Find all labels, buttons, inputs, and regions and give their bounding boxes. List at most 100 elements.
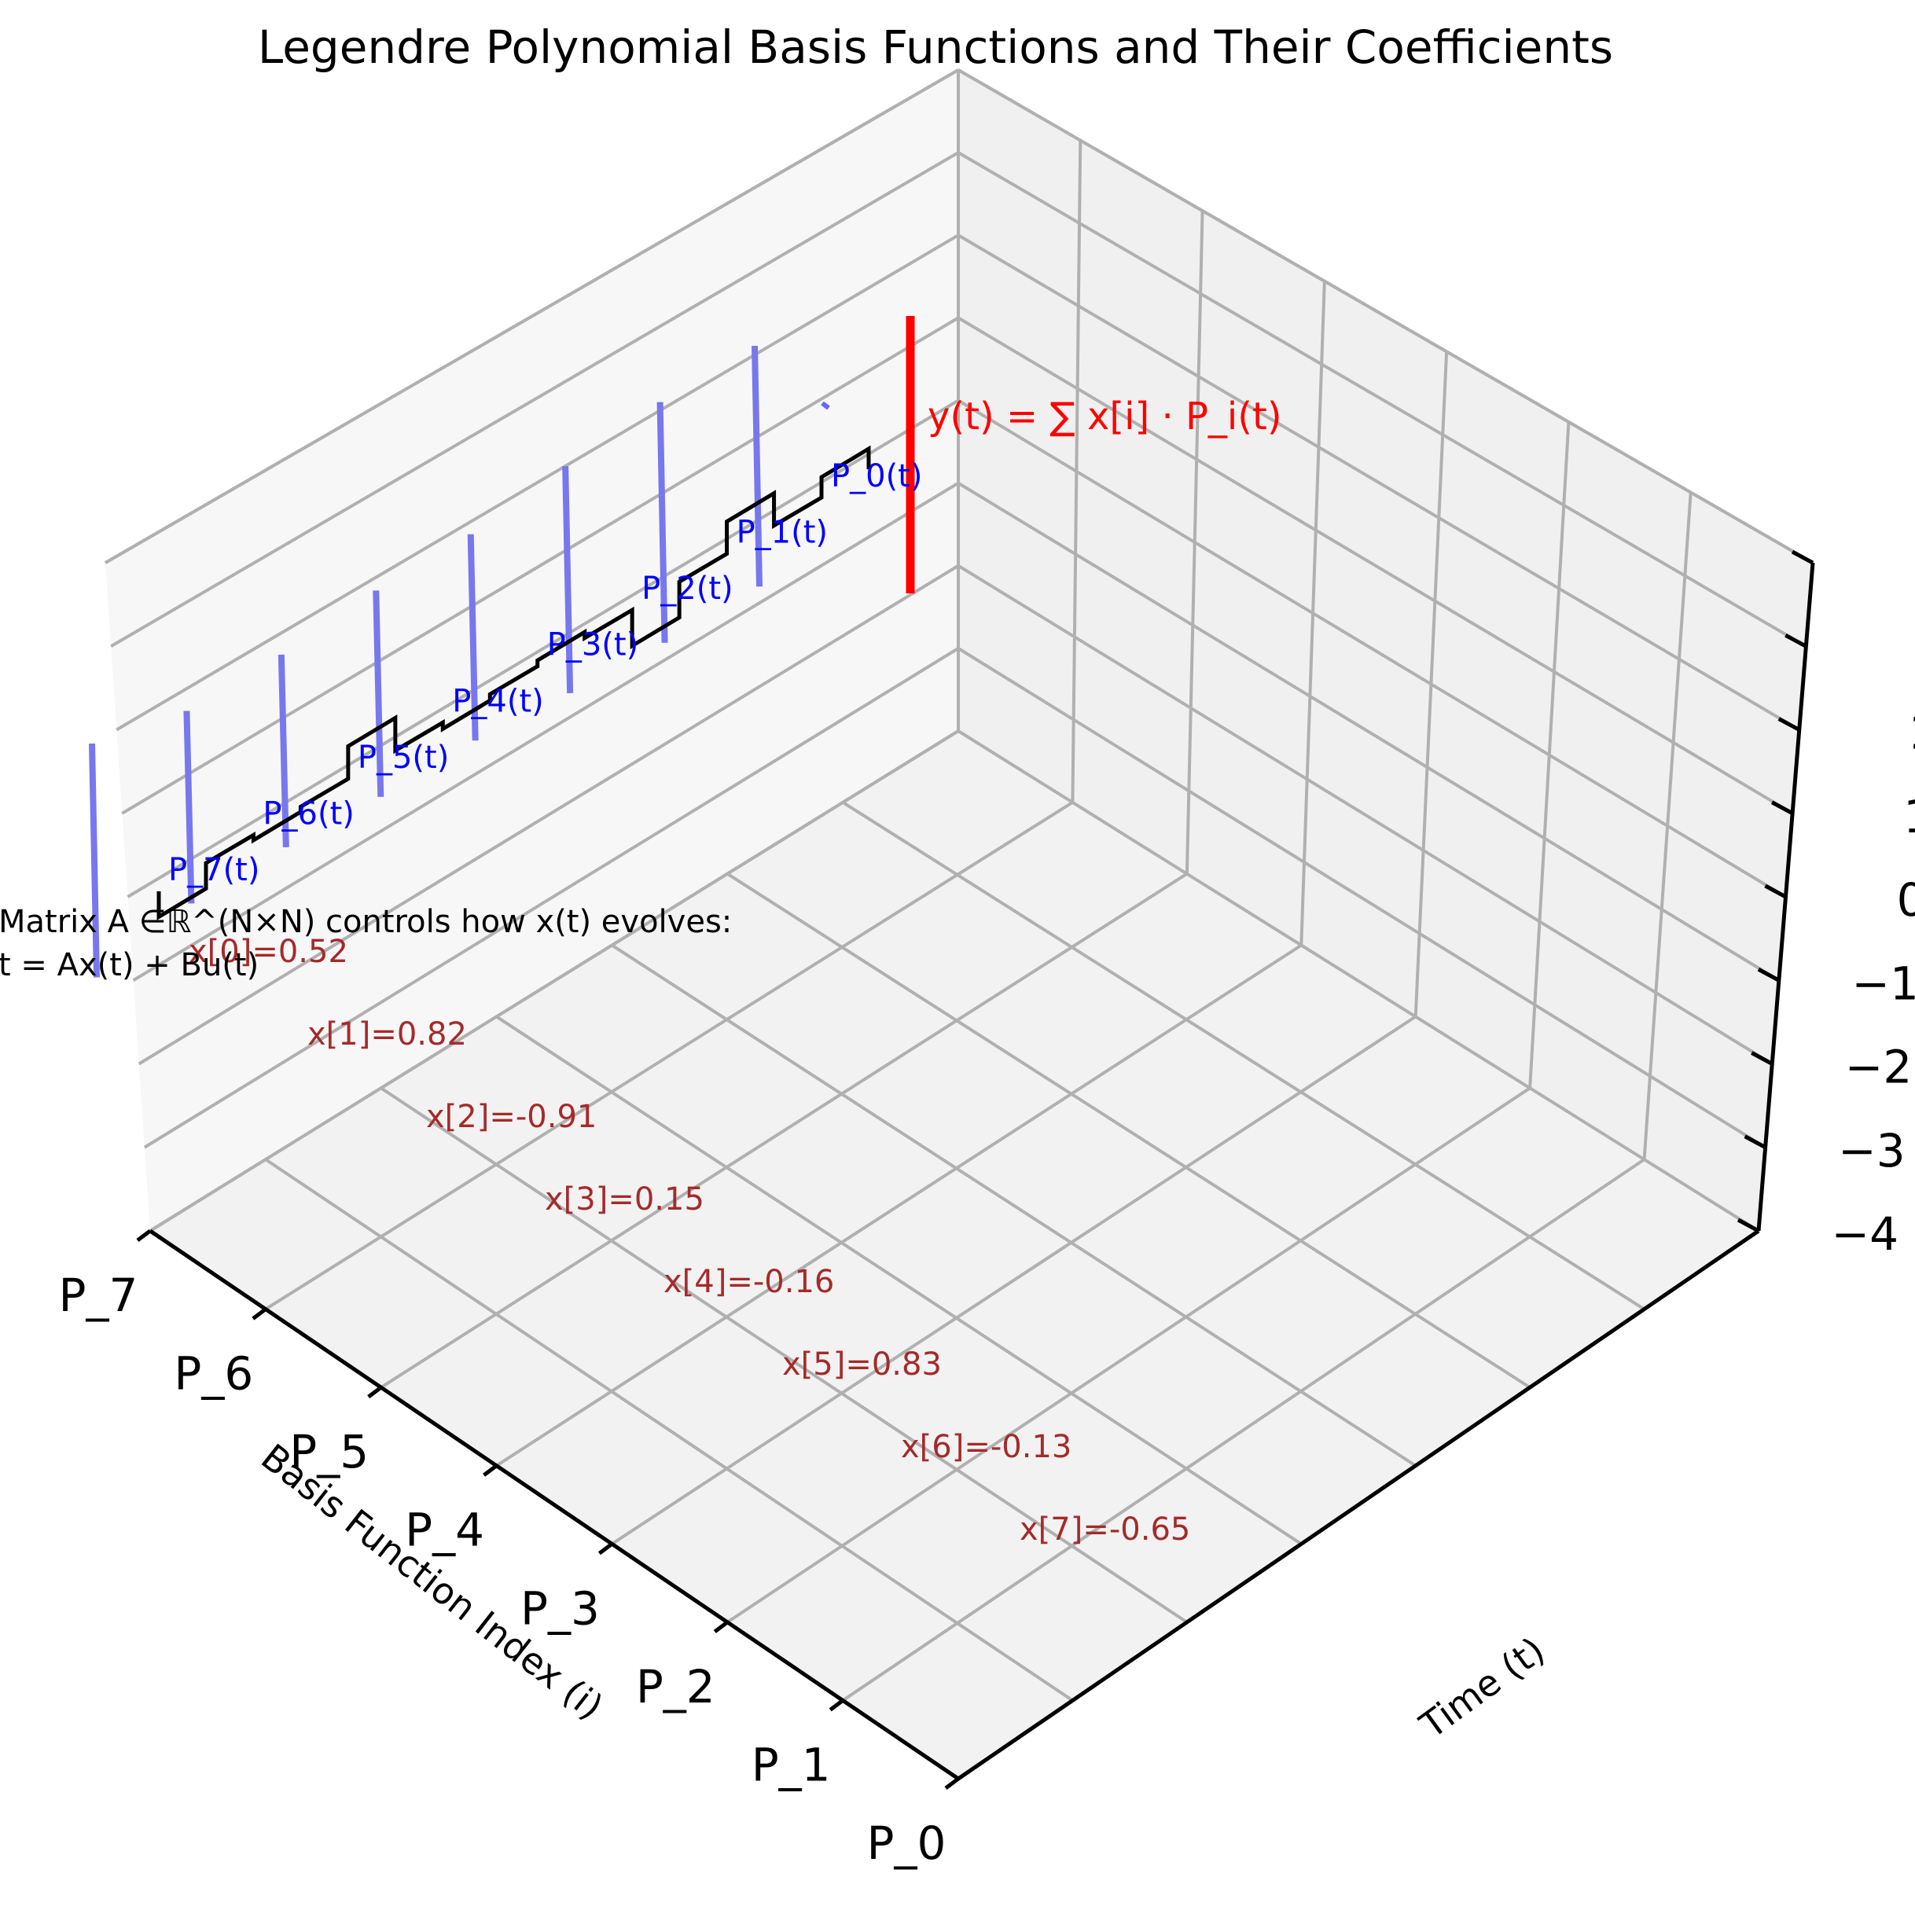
basis-label: P_2(t) [641,571,733,607]
basis-bar [89,743,100,978]
grid-line [957,316,1794,815]
x-tick-label: P_6 [174,1347,253,1401]
coefficient-label: x[3]=0.15 [545,1181,704,1218]
x-tick-mark [252,1307,267,1320]
z-tick-mark [1770,800,1794,815]
grid-line [957,729,1760,1232]
z-tick-label: 1 [1903,790,1915,843]
pane-edges [104,68,1814,731]
grid-line [957,233,1800,732]
grid-line [842,801,1645,1311]
x-tick-label: P_4 [405,1504,484,1557]
z-tick-mark [1785,634,1807,648]
grid-line [1642,492,1693,1160]
basis-bar [656,402,668,643]
x-tick-label: P_2 [636,1660,715,1713]
basis-bar [752,345,763,587]
coefficient-label: x[6]=-0.13 [901,1429,1071,1465]
grid-line [138,564,960,1066]
x-tick-label: P_0 [867,1816,946,1870]
coefficient-step-path [156,445,871,920]
basis-bar [562,466,574,693]
coefficient-label: x[0]=0.52 [189,934,348,970]
grid-line [957,399,1787,898]
grid-line [1299,281,1326,946]
z-tick-label: −2 [1845,1041,1913,1094]
grid-line [380,872,1188,1389]
grid-line [726,1086,1531,1624]
grid-line [611,1015,1417,1545]
z-tick-mark [1751,1051,1773,1066]
z-tick-mark [1791,549,1814,565]
basis-label: P_4(t) [452,683,543,719]
z-tick-label: −1 [1851,957,1915,1010]
x-tick-label: P_5 [289,1425,369,1478]
x-tick-mark [944,1777,960,1790]
z-tick-mark [1777,717,1800,732]
grid-line [132,481,960,982]
grid-line [1528,421,1571,1089]
y-axis-line [957,1229,1760,1781]
basis-label: P_5(t) [358,740,449,776]
chart-title: Legendre Polynomial Basis Functions and … [258,20,1613,74]
coefficient-step-lines [156,445,871,920]
coefficient-label: x[7]=-0.65 [1020,1511,1190,1548]
grid-line [957,151,1807,648]
grid-line [264,801,1074,1311]
basis-bar [183,711,195,904]
floor-pane [150,731,1759,1779]
coefficient-label: x[1]=0.82 [307,1016,467,1052]
coefficient-label: x[5]=0.83 [782,1346,942,1383]
grid-line [1185,211,1204,874]
z-tick-label: 0 [1897,873,1915,927]
z-tick-mark [1764,883,1787,899]
z-ticks: −4−3−2−101234 [1737,549,1915,1261]
output-equation: y(t) = ∑ x[i] · P_i(t) [928,395,1282,439]
grid-line [957,481,1780,982]
basis-labels: P_0(t)P_1(t)P_2(t)P_3(t)P_4(t)P_5(t)P_6(… [168,458,922,888]
note-line-2: t = Ax(t) + Bu(t) [0,947,259,983]
grid-line [495,943,1303,1467]
x-tick-label: P_3 [520,1581,600,1635]
x-axis-line [149,1229,960,1781]
grid-line [110,151,960,648]
grid-line [380,1086,1188,1624]
grid-line [957,647,1766,1149]
grid-line [726,872,1531,1389]
x-tick-mark [367,1386,383,1399]
x-tick-mark [597,1542,613,1556]
basis-bar [373,590,384,797]
basis-label: P_7(t) [168,852,259,888]
output-dot [821,401,830,410]
coefficient-labels: x[0]=0.52 x[1]=0.82 x[2]=-0.91 x[3]=0.15 x[4… [189,934,1190,1548]
basis-bar [278,654,289,847]
basis-label: P_3(t) [547,627,638,663]
basis-label: P_1(t) [737,515,828,551]
coefficient-label: x[4]=-0.16 [663,1264,834,1300]
basis-label: P_6(t) [263,795,354,832]
grid-line [143,647,960,1149]
coefficient-label: x[2]=-0.91 [426,1099,597,1135]
grid-lines [104,68,1814,1702]
x-tick-mark [829,1699,844,1712]
x-tick-mark [483,1464,498,1477]
x-tick-mark [136,1229,152,1242]
basis-bar [467,534,479,741]
z-tick-label: −4 [1832,1207,1899,1261]
grid-line [264,1158,1074,1702]
basis-label: P_0(t) [831,458,922,494]
z-tick-mark [1737,1218,1760,1233]
grid-line [121,316,960,815]
grid-line [611,943,1417,1467]
note-line-1: Matrix A ∈ℝ^(N×N) controls how x(t) evol… [0,904,732,940]
z-tick-mark [1757,968,1781,983]
x-tick-mark [713,1620,729,1633]
grid-line [842,1158,1645,1702]
y-axis-label: Time (t) [1412,1629,1553,1747]
z-tick-label: 2 [1910,707,1915,760]
x-tick-label: P_1 [752,1738,831,1791]
grid-line [495,1015,1303,1545]
grid-line [149,729,960,1232]
x-ticks: P_0 P_1 P_2 P_3 P_4 P_5 P_6 P_7 [59,1229,960,1870]
